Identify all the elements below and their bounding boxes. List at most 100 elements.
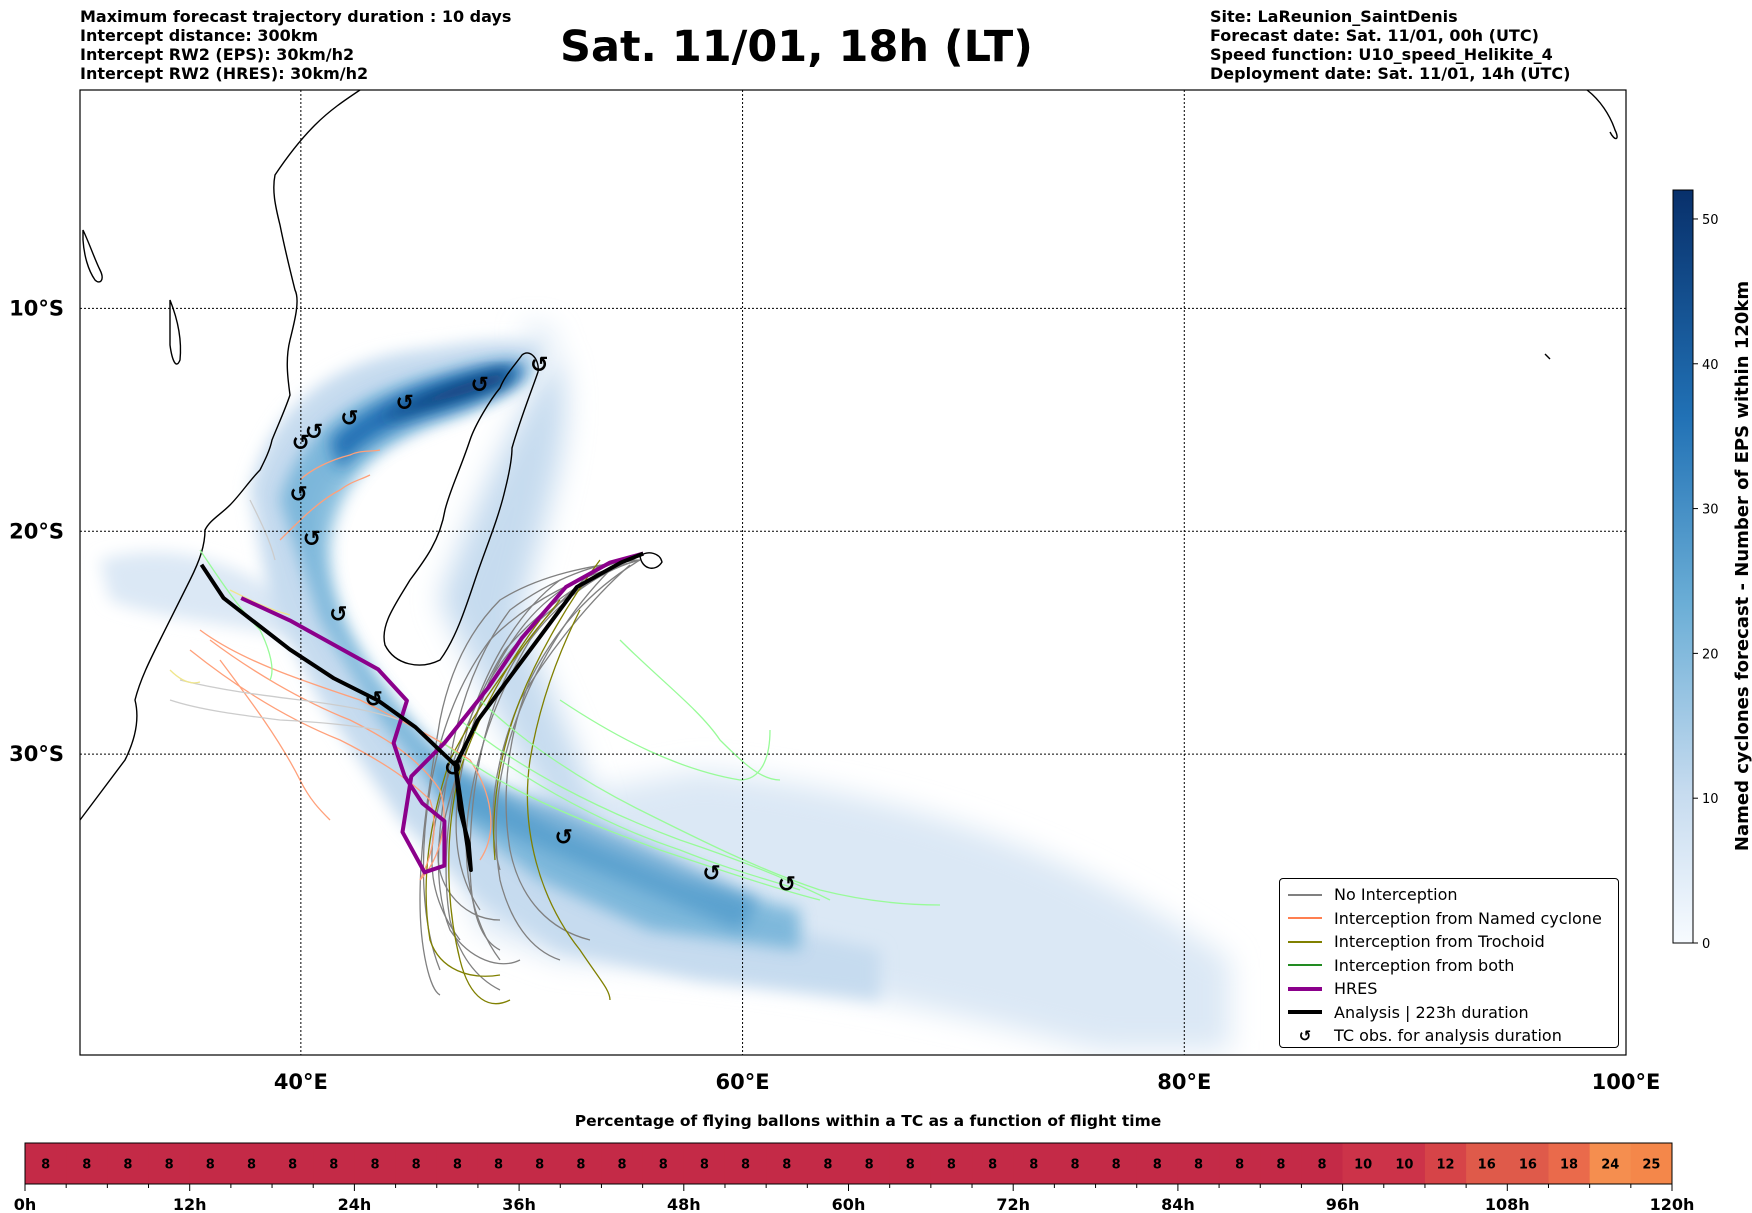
legend-label: Interception from both <box>1334 955 1515 975</box>
strip-cell-value: 8 <box>412 1158 421 1173</box>
legend-entry: Interception from Trochoid <box>1288 930 1610 954</box>
strip-cell-value: 8 <box>906 1158 915 1173</box>
flight-time-strip: Percentage of flying ballons within a TC… <box>14 1112 1695 1213</box>
strip-cell <box>1054 1143 1097 1184</box>
header-right-line-2: Forecast date: Sat. 11/01, 00h (UTC) <box>1210 26 1539 45</box>
lon-tick-label: 80°E <box>1157 1070 1211 1094</box>
lat-tick-label: 30°S <box>9 742 64 766</box>
tc-obs-marker: ↺ <box>365 687 383 712</box>
colorbar-ticks: 0 10 20 30 40 50 <box>1693 213 1719 952</box>
colorbar-tick-label: 40 <box>1702 358 1719 373</box>
strip-cell-value: 25 <box>1642 1158 1660 1173</box>
strip-cell <box>889 1143 932 1184</box>
strip-tick-label: 24h <box>338 1195 372 1213</box>
lat-tick-label: 20°S <box>9 519 64 543</box>
strip-cell <box>1383 1143 1426 1184</box>
strip-tick-label: 48h <box>667 1195 701 1213</box>
strip-cell-value: 8 <box>329 1158 338 1173</box>
strip-cell-value: 8 <box>1194 1158 1203 1173</box>
legend-label: Interception from Named cyclone <box>1334 908 1602 928</box>
strip-cell-value: 8 <box>370 1158 379 1173</box>
strip-cell <box>1013 1143 1055 1184</box>
strip-cell <box>1342 1143 1385 1184</box>
colorbar-label: Named cyclones forecast - Number of EPS … <box>1732 281 1752 851</box>
strip-cell <box>807 1143 849 1184</box>
legend-line-swatch <box>1288 1010 1322 1015</box>
legend-label: No Interception <box>1334 885 1458 905</box>
colorbar: 0 10 20 30 40 50 Named cyclones forecast - Nu… <box>1672 189 1752 952</box>
tc-obs-marker: ↺ <box>778 872 796 897</box>
legend-entry: Interception from Named cyclone <box>1288 907 1610 931</box>
strip-cell-value: 18 <box>1560 1158 1578 1173</box>
tc-obs-icon: ↺ <box>1298 1026 1312 1045</box>
legend-entry: HRES <box>1288 977 1610 1001</box>
strip-cell-value: 8 <box>1153 1158 1162 1173</box>
strip-cell <box>1219 1143 1261 1184</box>
map-axis-ticks: 40°E 60°E 80°E 100°E 10°S 20°S 30°S <box>9 296 1660 1094</box>
map-frame <box>79 89 1627 1056</box>
strip-cell-value: 8 <box>823 1158 832 1173</box>
strip-cell <box>930 1143 973 1184</box>
strip-cell <box>395 1143 438 1184</box>
header-right-line-4: Deployment date: Sat. 11/01, 14h (UTC) <box>1210 64 1571 83</box>
tc-obs-marker: ↺ <box>530 353 548 378</box>
legend-line-swatch <box>1288 964 1322 967</box>
strip-cell-value: 8 <box>659 1158 668 1173</box>
strip-cell <box>642 1143 685 1184</box>
header-right-line-3: Speed function: U10_speed_Helikite_4 <box>1210 45 1553 64</box>
header-left-line-2: Intercept distance: 300km <box>80 26 319 45</box>
strip-cell <box>1177 1143 1220 1184</box>
strip-cell <box>272 1143 314 1184</box>
strip-cells: 8 8 8 8 8 8 8 8 8 8 8 8 8 8 8 8 8 8 8 8 8 8 8 8 8 8 8 8 8 8 8 8 10 10 12 16… <box>25 1143 1673 1184</box>
colorbar-gradient <box>1672 189 1694 944</box>
legend-entry: No Interception <box>1288 883 1610 907</box>
strip-cell <box>436 1143 479 1184</box>
legend-line-swatch <box>1288 986 1322 991</box>
strip-cell-value: 8 <box>1112 1158 1121 1173</box>
strip-cell-value: 8 <box>988 1158 997 1173</box>
strip-cell <box>1095 1143 1138 1184</box>
strip-cell <box>972 1143 1014 1184</box>
strip-cell-value: 8 <box>1317 1158 1326 1173</box>
coastlines <box>80 90 1618 821</box>
strip-cell-value: 8 <box>535 1158 544 1173</box>
strip-cell <box>766 1143 808 1184</box>
strip-cell-value: 8 <box>41 1158 50 1173</box>
lon-tick-label: 100°E <box>1592 1070 1661 1094</box>
legend-label: TC obs. for analysis duration <box>1334 1026 1562 1046</box>
tc-obs-marker: ↺ <box>305 420 323 445</box>
legend-line-swatch <box>1288 940 1322 943</box>
tc-obs-marker: ↺ <box>289 482 307 507</box>
legend-entry: ↺ TC obs. for analysis duration <box>1288 1024 1610 1048</box>
strip-tick-label: 12h <box>173 1195 207 1213</box>
strip-cell <box>1507 1143 1549 1184</box>
strip-cell-value: 8 <box>700 1158 709 1173</box>
tc-obs-marker: ↺ <box>340 407 358 432</box>
legend-entry: Analysis | 223h duration <box>1288 1001 1610 1025</box>
strip-title: Percentage of flying ballons within a TC… <box>575 1112 1162 1130</box>
strip-cell-value: 8 <box>1070 1158 1079 1173</box>
strip-cell-value: 16 <box>1478 1158 1496 1173</box>
plot-title: Sat. 11/01, 18h (LT) <box>560 22 1033 72</box>
strip-cell <box>1301 1143 1344 1184</box>
strip-cell-value: 8 <box>206 1158 215 1173</box>
strip-cell <box>601 1143 644 1184</box>
strip-cell <box>354 1143 397 1184</box>
legend-line-swatch <box>1288 917 1322 920</box>
tc-obs-marker: ↺ <box>554 826 572 851</box>
strip-cell <box>25 1143 67 1184</box>
strip-cell <box>1589 1143 1632 1184</box>
strip-cell <box>1548 1143 1591 1184</box>
strip-cell <box>1424 1143 1467 1184</box>
strip-cell <box>313 1143 355 1184</box>
header-left-line-4: Intercept RW2 (HRES): 30km/h2 <box>80 64 369 83</box>
strip-cell-value: 8 <box>82 1158 91 1173</box>
strip-tick-label: 96h <box>1326 1195 1360 1213</box>
strip-cell <box>66 1143 108 1184</box>
strip-cell-value: 8 <box>123 1158 132 1173</box>
tc-obs-marker: ↺ <box>471 373 489 398</box>
strip-ticks: 0h 12h 24h 36h 48h 60h 72h 84h 96h 108h 120h <box>14 1184 1694 1213</box>
tc-obs-marker: ↺ <box>395 391 413 416</box>
strip-tick-label: 36h <box>502 1195 536 1213</box>
strip-tick-label: 72h <box>996 1195 1030 1213</box>
